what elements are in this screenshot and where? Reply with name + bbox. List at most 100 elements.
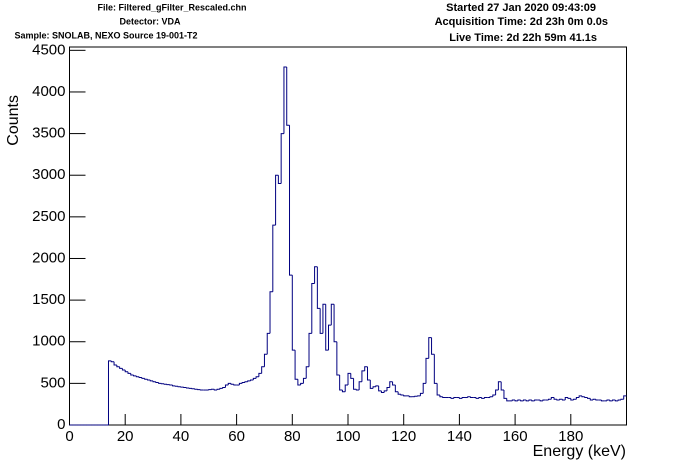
histogram-step [620, 398, 624, 401]
histogram-step [266, 332, 271, 355]
histogram-step [589, 398, 594, 401]
histogram-step [609, 400, 613, 402]
histogram-step [297, 379, 301, 386]
histogram-step [581, 395, 585, 398]
detector-label: Detector: VDA [119, 16, 181, 26]
histogram-step [606, 399, 610, 401]
histogram-step [534, 399, 538, 401]
started-label: Started 27 Jan 2020 09:43:09 [446, 2, 596, 14]
histogram-step [500, 381, 504, 391]
x-tick-label: 100 [335, 428, 360, 445]
plot-frame [69, 46, 627, 426]
x-tick-label: 60 [228, 428, 245, 445]
histogram-step [497, 381, 502, 391]
histogram-step [127, 371, 131, 374]
x-tick-label: 0 [65, 428, 73, 445]
y-tick-label: 2500 [32, 208, 65, 225]
histogram-step [600, 400, 605, 402]
histogram-step [612, 399, 616, 401]
histogram-step [110, 360, 115, 363]
histogram-step [514, 400, 518, 402]
histogram-step [389, 381, 393, 388]
histogram-step [467, 396, 471, 398]
histogram-step [269, 291, 273, 334]
histogram-step [392, 381, 396, 386]
histogram-step [394, 385, 399, 393]
histogram-step [358, 381, 362, 391]
histogram-step [291, 275, 296, 351]
histogram-step [442, 396, 446, 399]
x-tick-label: 140 [447, 428, 472, 445]
y-tick-label: 3500 [32, 125, 65, 142]
histogram-step [489, 396, 493, 398]
histogram-step [542, 399, 546, 401]
histogram-step [330, 303, 335, 326]
histogram-step [364, 366, 368, 371]
histogram-step [386, 387, 390, 391]
histogram-step [146, 379, 151, 381]
histogram-step [213, 389, 218, 391]
histogram-step [481, 397, 485, 399]
histogram-step [561, 399, 566, 401]
histogram-step [230, 383, 234, 385]
histogram-step [425, 357, 429, 384]
histogram-step [525, 400, 530, 402]
x-tick-label: 80 [284, 428, 301, 445]
histogram-step [506, 398, 510, 402]
histogram-step [341, 390, 346, 393]
y-tick-label: 4500 [32, 41, 65, 58]
histogram-step [277, 175, 282, 185]
histogram-step [311, 282, 315, 334]
histogram-step [149, 380, 154, 382]
acquisition-label: Acquisition Time: 2d 23h 0m 0.0s [435, 16, 608, 28]
histogram-step [436, 383, 440, 396]
histogram-step [107, 360, 112, 425]
histogram-step [366, 366, 371, 381]
histogram-step [380, 390, 385, 394]
histogram-step [333, 304, 337, 343]
histogram-step [300, 382, 304, 386]
histogram-step [250, 379, 254, 381]
histogram-step [113, 361, 117, 366]
histogram-step [353, 378, 357, 390]
histogram-step [461, 397, 465, 399]
histogram-step [431, 337, 435, 355]
histogram-step [375, 385, 379, 387]
histogram-step [439, 395, 443, 398]
histogram-step [280, 133, 284, 184]
histogram-step [141, 377, 145, 379]
histogram-step [224, 384, 229, 388]
histogram-step [124, 370, 128, 373]
histogram-step [121, 368, 126, 371]
histogram-step [322, 303, 326, 334]
x-tick-label: 40 [173, 428, 190, 445]
histogram-step [369, 380, 374, 389]
histogram-step [503, 390, 507, 399]
histogram-step [144, 378, 148, 380]
histogram-step [422, 382, 426, 394]
x-tick-label: 120 [391, 428, 416, 445]
histogram-step [275, 174, 279, 226]
histogram-step [556, 399, 560, 401]
y-tick-label: 1500 [32, 291, 65, 308]
histogram-step [614, 400, 619, 402]
histogram-step [575, 397, 580, 400]
histogram-step [470, 396, 474, 399]
y-tick-label: 2000 [32, 249, 65, 266]
histogram-step [286, 66, 290, 126]
histogram-step [584, 396, 588, 399]
histogram-step [397, 391, 401, 395]
histogram-step [336, 341, 340, 376]
histogram-step [263, 353, 268, 367]
y-tick-label: 4000 [32, 83, 65, 100]
histogram-step [419, 392, 424, 396]
histogram-step [158, 382, 162, 384]
y-tick-label: 1000 [32, 333, 65, 350]
histogram-step [227, 382, 232, 386]
histogram-step [378, 385, 382, 392]
y-tick-label: 500 [40, 374, 65, 391]
x-tick-label: 180 [558, 428, 583, 445]
histogram-step [595, 399, 599, 401]
histogram-step [548, 398, 552, 401]
histogram-step [135, 375, 140, 378]
